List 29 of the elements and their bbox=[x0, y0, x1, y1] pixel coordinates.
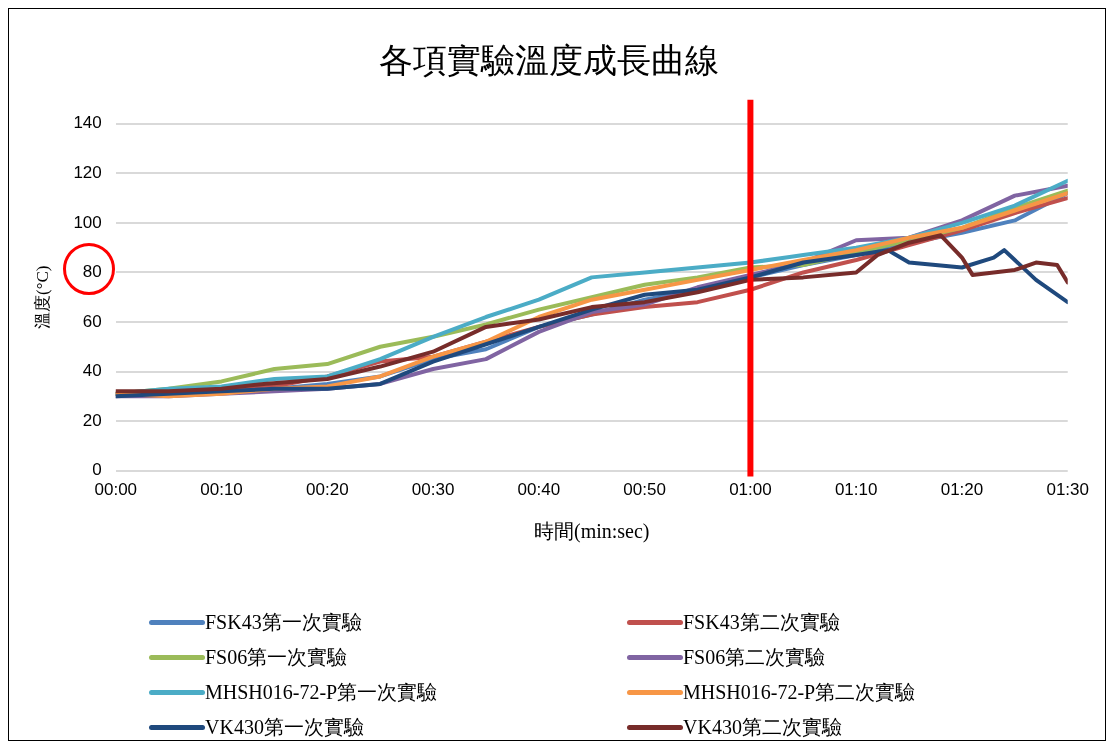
x-tick-label: 01:00 bbox=[729, 480, 772, 500]
y-tick-label: 60 bbox=[82, 311, 102, 331]
y-axis-title: 溫度(°C) bbox=[32, 265, 52, 329]
legend-label: FSK43第二次實驗 bbox=[683, 610, 840, 635]
x-tick-label: 00:10 bbox=[200, 480, 243, 500]
legend-label: MHSH016-72-P第一次實驗 bbox=[205, 680, 438, 705]
y-tick-label: 80 bbox=[82, 262, 102, 282]
x-tick-label: 01:30 bbox=[1046, 480, 1089, 500]
legend-label: FS06第一次實驗 bbox=[205, 645, 348, 670]
legend-label: FSK43第一次實驗 bbox=[205, 610, 362, 635]
x-tick-label: 00:40 bbox=[517, 480, 561, 500]
chart-title: 各項實驗溫度成長曲線 bbox=[379, 42, 719, 80]
legend-label: MHSH016-72-P第二次實驗 bbox=[683, 680, 916, 705]
y-tick-label: 120 bbox=[73, 163, 102, 183]
y-tick-label: 140 bbox=[73, 113, 102, 133]
x-axis-title: 時間(min:sec) bbox=[533, 520, 650, 544]
legend-label: VK430第一次實驗 bbox=[205, 715, 364, 740]
y-tick-label: 20 bbox=[82, 410, 102, 430]
y-tick-label: 100 bbox=[73, 212, 102, 232]
y-tick-label: 40 bbox=[82, 361, 102, 381]
legend-label: VK430第二次實驗 bbox=[683, 715, 842, 740]
x-tick-label: 00:20 bbox=[306, 480, 349, 500]
x-tick-label: 01:10 bbox=[834, 480, 878, 500]
x-tick-label: 01:20 bbox=[940, 480, 984, 500]
x-tick-label: 00:50 bbox=[623, 480, 666, 500]
y-tick-label: 0 bbox=[92, 460, 102, 480]
x-tick-label: 00:30 bbox=[411, 480, 455, 500]
legend-label: FS06第二次實驗 bbox=[683, 645, 826, 670]
x-tick-label: 00:00 bbox=[94, 480, 138, 500]
